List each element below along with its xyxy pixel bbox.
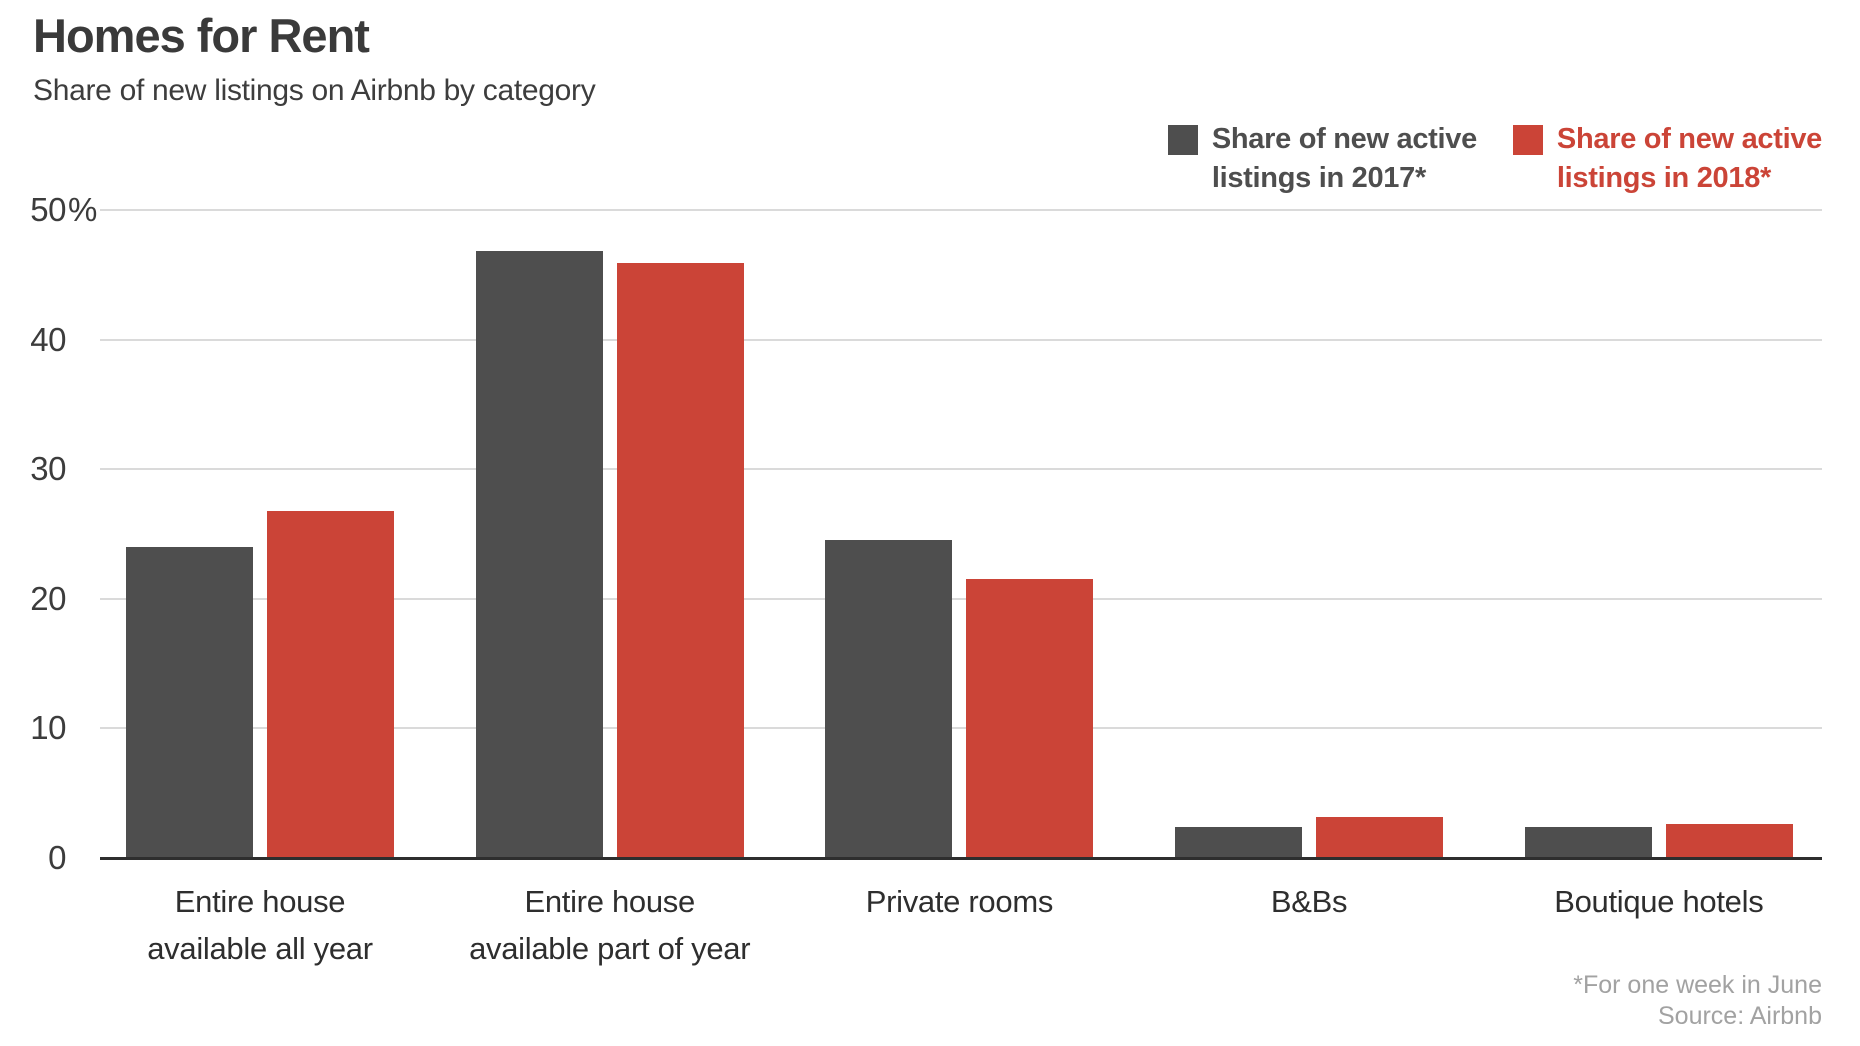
bar-2018-category-1 bbox=[267, 510, 394, 858]
y-axis-tick-40: 40 bbox=[30, 320, 66, 358]
legend-item-2017: Share of new active listings in 2017* bbox=[1167, 120, 1477, 198]
gridline-30 bbox=[100, 468, 1822, 471]
bar-2018-category-3 bbox=[966, 579, 1094, 858]
bar-2018-category-4 bbox=[1316, 816, 1444, 858]
y-axis-tick-50: 50% bbox=[30, 191, 97, 228]
y-axis-tick-0: 0 bbox=[48, 839, 66, 876]
bar-2017-category-2 bbox=[475, 251, 603, 858]
legend-swatch-2017 bbox=[1167, 125, 1198, 155]
chart-title: Homes for Rent bbox=[33, 9, 370, 62]
gridline-40 bbox=[100, 338, 1822, 341]
bar-2018-category-5 bbox=[1665, 824, 1793, 858]
x-axis-line bbox=[100, 857, 1822, 860]
y-axis-tick-30: 30 bbox=[30, 450, 66, 488]
y-axis-tick-10: 10 bbox=[30, 709, 66, 747]
x-axis-category-label-5: Boutique hotels bbox=[1554, 884, 1764, 919]
legend-swatch-2018 bbox=[1512, 125, 1543, 155]
x-axis-category-label-3: Private rooms bbox=[865, 884, 1054, 919]
y-axis-tick-20: 20 bbox=[30, 579, 66, 617]
legend-label-2017: Share of new active listings in 2017* bbox=[1211, 123, 1477, 194]
bar-2018-category-2 bbox=[616, 263, 744, 858]
gridline-10 bbox=[100, 727, 1822, 730]
x-axis-category-label-4: B&Bs bbox=[1270, 884, 1348, 919]
gridline-50 bbox=[100, 209, 1822, 211]
footnote-asterisk: *For one week in June bbox=[1573, 971, 1822, 999]
footnote: *For one week in June Source: Airbnb bbox=[1573, 970, 1822, 1032]
legend: Share of new active listings in 2017* Sh… bbox=[1167, 120, 1822, 198]
gridline-20 bbox=[100, 597, 1822, 600]
bar-2017-category-5 bbox=[1524, 826, 1652, 858]
legend-item-2018: Share of new active listings in 2018* bbox=[1512, 120, 1822, 198]
y-axis-unit: % bbox=[68, 191, 97, 228]
footnote-source: Source: Airbnb bbox=[1658, 1002, 1822, 1030]
bar-2017-category-4 bbox=[1175, 826, 1303, 858]
bar-2017-category-3 bbox=[825, 540, 953, 858]
chart-subtitle: Share of new listings on Airbnb by categ… bbox=[33, 74, 596, 107]
x-axis-category-label-2: Entire house available part of year bbox=[469, 884, 751, 966]
x-axis-category-label-1: Entire house available all year bbox=[147, 884, 373, 966]
legend-label-2018: Share of new active listings in 2018* bbox=[1556, 123, 1822, 194]
bar-2017-category-1 bbox=[126, 546, 253, 858]
